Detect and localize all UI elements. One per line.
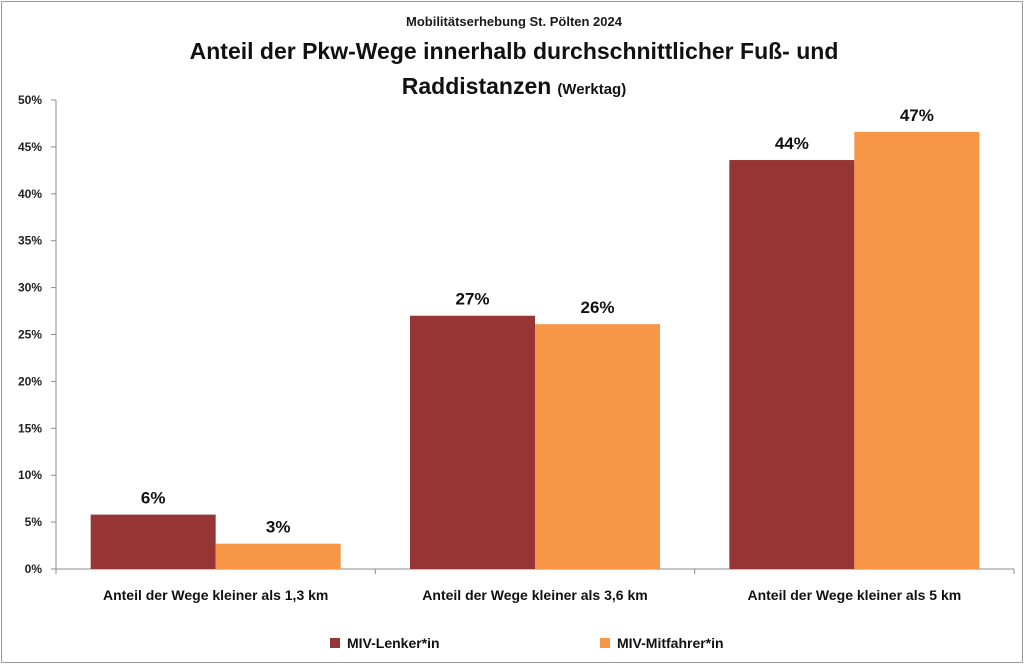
bar-lenker-2 <box>410 315 535 569</box>
chart-title-line2: Raddistanzen (Werktag) <box>402 73 626 99</box>
bar-mitfahrer-2 <box>535 324 660 569</box>
chart-title-line1: Anteil der Pkw-Wege innerhalb durchschni… <box>190 38 839 64</box>
axes: 0% 5% 10% 15% 20% 25% 30% 35% 40% 45% 50% Anteil de… <box>18 93 1015 603</box>
x-category-label: Anteil der Wege kleiner als 1,3 km <box>103 587 328 603</box>
y-tick-label: 10% <box>18 468 42 482</box>
y-tick-label: 35% <box>18 234 42 248</box>
bar-lenker-1 <box>90 514 216 569</box>
bar-mitfahrer-1 <box>215 543 341 569</box>
x-category-label: Anteil der Wege kleiner als 3,6 km <box>422 587 647 603</box>
data-label: 26% <box>580 298 614 317</box>
legend-label: MIV-Lenker*in <box>347 635 440 651</box>
y-tick-label: 30% <box>18 281 42 295</box>
data-label: 27% <box>455 290 489 309</box>
y-tick-label: 50% <box>18 93 42 107</box>
y-tick-label: 25% <box>18 328 42 342</box>
chart-title-suffix: (Werktag) <box>557 81 626 98</box>
legend-swatch <box>330 638 340 648</box>
legend-label: MIV-Mitfahrer*in <box>617 635 724 651</box>
y-tick-label: 15% <box>18 421 42 435</box>
y-tick-label: 0% <box>25 562 43 576</box>
y-tick-label: 40% <box>18 187 42 201</box>
bar-lenker-3 <box>729 160 855 570</box>
data-label: 3% <box>266 518 291 537</box>
data-label: 47% <box>900 106 934 125</box>
y-tick-label: 5% <box>25 515 43 529</box>
bars: 6% 3% 27% 26% 44% 47% <box>90 106 980 570</box>
y-tick-label: 20% <box>18 374 42 388</box>
y-tick-label: 45% <box>18 140 42 154</box>
legend-swatch <box>600 638 610 648</box>
x-category-label: Anteil der Wege kleiner als 5 km <box>747 587 961 603</box>
legend: MIV-Lenker*in MIV-Mitfahrer*in <box>330 635 724 651</box>
chart-supertitle: Mobilitätserhebung St. Pölten 2024 <box>406 14 623 29</box>
bar-mitfahrer-3 <box>854 131 980 569</box>
data-label: 44% <box>775 134 809 153</box>
chart-title-main: Raddistanzen <box>402 73 552 99</box>
data-label: 6% <box>141 489 166 508</box>
